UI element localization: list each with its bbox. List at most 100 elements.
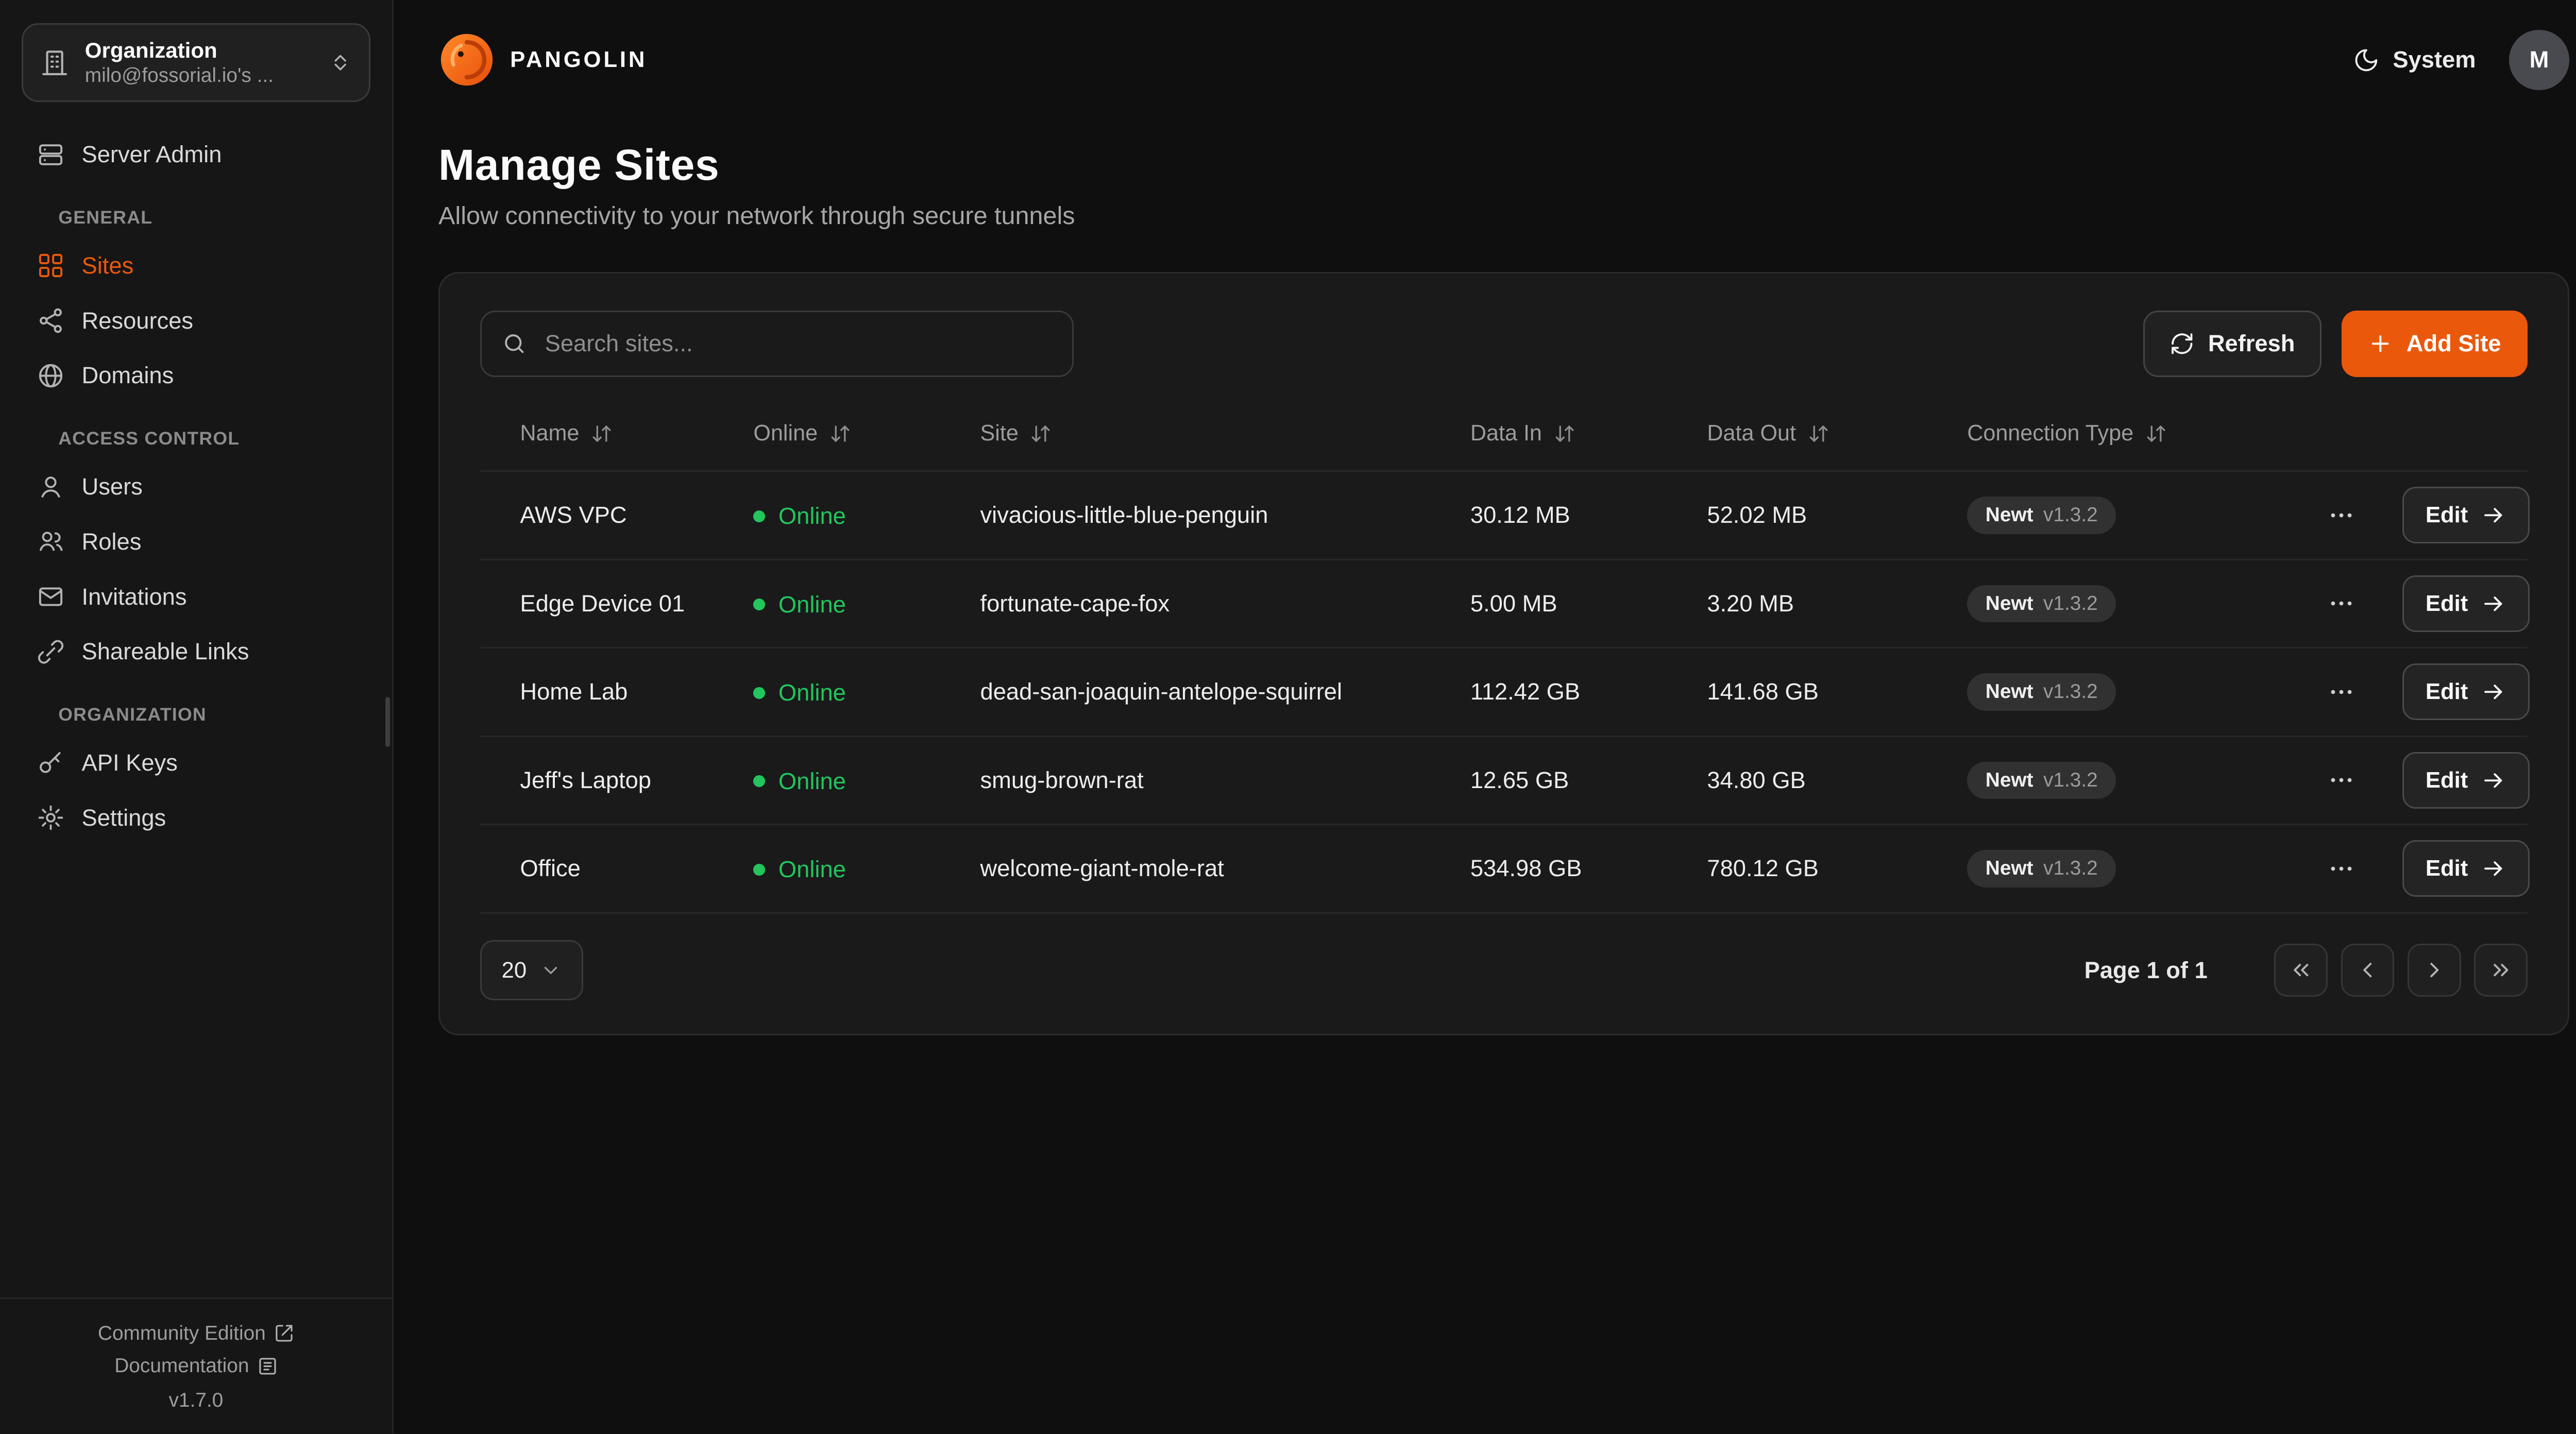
section-heading-general: GENERAL	[58, 207, 153, 228]
sidebar-item-invitations[interactable]: Invitations	[22, 571, 370, 622]
sort-icon	[2145, 423, 2167, 445]
table-row: Jeff's Laptop Online smug-brown-rat 12.6…	[480, 735, 2530, 824]
last-page-button[interactable]	[2474, 943, 2528, 997]
first-page-button[interactable]	[2274, 943, 2328, 997]
chevron-down-icon	[540, 960, 562, 981]
cell-data-in: 30.12 MB	[1470, 502, 1570, 528]
cell-name: Edge Device 01	[520, 590, 685, 617]
arrow-right-icon	[2481, 856, 2506, 881]
sidebar-item-domains[interactable]: Domains	[22, 350, 370, 401]
edit-button[interactable]: Edit	[2402, 752, 2530, 809]
cell-name: Home Lab	[520, 678, 628, 705]
avatar-initial: M	[2529, 46, 2549, 73]
sidebar-item-roles[interactable]: Roles	[22, 516, 370, 568]
online-dot-icon	[753, 510, 766, 522]
sort-icon	[1554, 423, 1575, 445]
edit-button[interactable]: Edit	[2402, 575, 2530, 632]
cell-name: Office	[520, 855, 581, 882]
page-size-select[interactable]: 20	[480, 940, 583, 1000]
next-page-button[interactable]	[2408, 943, 2461, 997]
community-edition-link[interactable]: Community Edition	[16, 1317, 375, 1350]
sidebar-item-resources[interactable]: Resources	[22, 295, 370, 346]
plus-icon	[2368, 331, 2393, 356]
sidebar-item-users[interactable]: Users	[22, 461, 370, 513]
column-label: Site	[980, 421, 1019, 446]
table-row: Office Online welcome-giant-mole-rat 534…	[480, 824, 2530, 912]
online-dot-icon	[753, 599, 766, 611]
search-sites-input[interactable]	[541, 329, 1052, 359]
org-label: Organization	[84, 38, 217, 63]
org-switcher[interactable]: Organization milo@fossorial.io's ...	[22, 23, 370, 103]
cell-connection-type: Newt v1.3.2	[1967, 497, 2320, 534]
sidebar-scrollbar-thumb[interactable]	[385, 696, 391, 747]
refresh-button[interactable]: Refresh	[2143, 310, 2322, 377]
sidebar-item-label: API Keys	[81, 749, 178, 776]
badge-client: Newt	[1985, 592, 2033, 614]
column-label: Data In	[1470, 421, 1542, 446]
share-icon	[37, 306, 65, 335]
connection-badge: Newt v1.3.2	[1967, 761, 2116, 799]
page-size-value: 20	[501, 957, 527, 983]
edit-button[interactable]: Edit	[2402, 487, 2530, 544]
add-site-button[interactable]: Add Site	[2341, 310, 2528, 377]
cell-data-in: 112.42 GB	[1470, 678, 1581, 705]
edit-button[interactable]: Edit	[2402, 840, 2530, 897]
badge-version: v1.3.2	[2043, 680, 2098, 703]
column-label: Name	[520, 421, 580, 446]
previous-page-button[interactable]	[2341, 943, 2395, 997]
sites-card: Refresh Add Site Name Online Site	[438, 272, 2569, 1035]
column-header-connection-type[interactable]: Connection Type	[1967, 421, 2320, 446]
column-header-data-out[interactable]: Data Out	[1707, 421, 1967, 446]
column-header-data-in[interactable]: Data In	[1470, 421, 1707, 446]
column-header-name[interactable]: Name	[480, 421, 754, 446]
page-title: Manage Sites	[438, 140, 720, 189]
cell-connection-type: Newt v1.3.2	[1967, 850, 2320, 887]
arrow-right-icon	[2481, 591, 2506, 617]
status-text: Online	[778, 591, 846, 618]
connection-badge: Newt v1.3.2	[1967, 850, 2116, 887]
arrow-right-icon	[2481, 679, 2506, 705]
column-header-online[interactable]: Online	[753, 421, 980, 446]
table-toolbar: Refresh Add Site	[480, 310, 2528, 377]
moon-icon	[2353, 47, 2380, 74]
cell-online: Online	[753, 855, 980, 883]
documentation-link[interactable]: Documentation	[16, 1350, 375, 1382]
online-dot-icon	[753, 775, 766, 788]
brand-name: PANGOLIN	[510, 47, 648, 73]
row-menu-button[interactable]	[2320, 848, 2362, 890]
sidebar-item-label: Settings	[81, 804, 166, 831]
column-header-site[interactable]: Site	[980, 421, 1470, 446]
cell-data-in: 5.00 MB	[1470, 590, 1557, 617]
sort-icon	[1808, 423, 1829, 445]
cell-name: AWS VPC	[520, 502, 627, 528]
sidebar-item-api-keys[interactable]: API Keys	[22, 737, 370, 789]
cell-data-out: 3.20 MB	[1707, 590, 1794, 617]
sort-icon	[829, 423, 851, 445]
edit-button[interactable]: Edit	[2402, 663, 2530, 721]
table-row: Edge Device 01 Online fortunate-cape-fox…	[480, 558, 2530, 647]
sidebar-item-label: Sites	[81, 252, 134, 279]
row-menu-button[interactable]	[2320, 494, 2362, 536]
row-menu-button[interactable]	[2320, 671, 2362, 713]
theme-toggle[interactable]: System	[2353, 46, 2476, 73]
sidebar-item-label: Server Admin	[81, 141, 222, 168]
row-menu-button[interactable]	[2320, 759, 2362, 801]
server-icon	[37, 141, 65, 169]
refresh-label: Refresh	[2208, 330, 2295, 357]
sidebar-item-server-admin[interactable]: Server Admin	[22, 129, 370, 180]
user-avatar[interactable]: M	[2509, 30, 2569, 90]
badge-client: Newt	[1985, 504, 2033, 526]
cell-online: Online	[753, 678, 980, 707]
mail-icon	[37, 583, 65, 611]
brand: PANGOLIN	[438, 31, 647, 88]
sidebar-item-settings[interactable]: Settings	[22, 792, 370, 844]
sidebar-item-label: Resources	[81, 307, 194, 334]
cell-connection-type: Newt v1.3.2	[1967, 673, 2320, 711]
sidebar-item-shareable-links[interactable]: Shareable Links	[22, 626, 370, 677]
edit-label: Edit	[2425, 679, 2468, 705]
cell-name: Jeff's Laptop	[520, 766, 651, 793]
sidebar-item-sites[interactable]: Sites	[22, 240, 370, 292]
cell-data-out: 34.80 GB	[1707, 766, 1806, 793]
sidebar-item-label: Users	[81, 473, 143, 500]
row-menu-button[interactable]	[2320, 583, 2362, 624]
